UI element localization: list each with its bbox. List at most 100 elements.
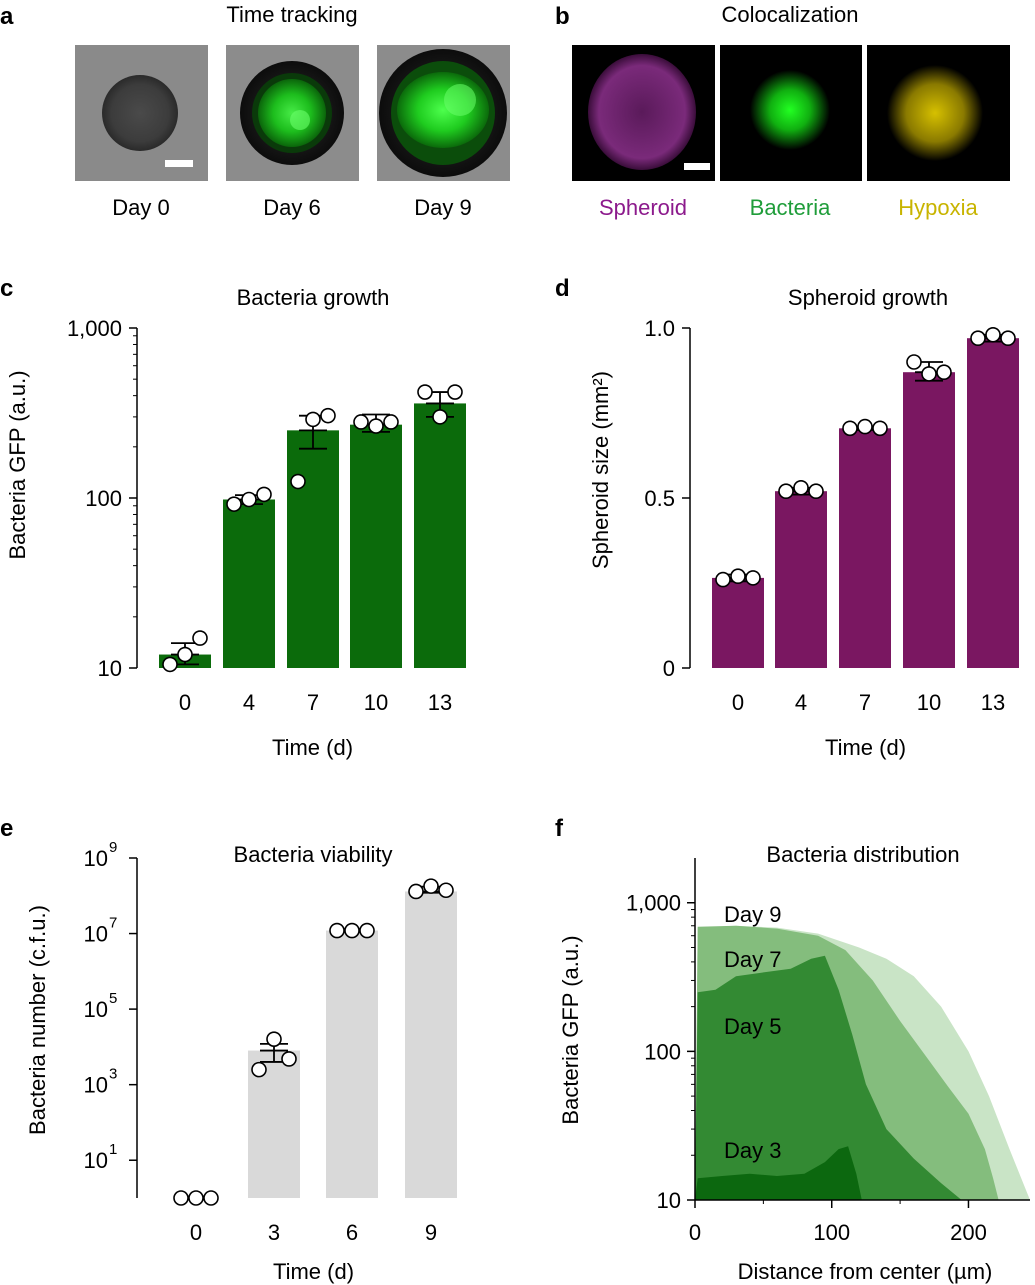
x-tick-label: 10 xyxy=(917,690,941,715)
data-point xyxy=(320,407,336,424)
data-point xyxy=(162,656,178,673)
y-axis-label: Bacteria GFP (a.u.) xyxy=(558,935,583,1124)
data-point xyxy=(173,1190,189,1206)
label-day-9: Day 9 xyxy=(414,195,471,220)
x-tick-label: 7 xyxy=(307,690,319,715)
x-tick-label: 7 xyxy=(859,690,871,715)
data-point xyxy=(936,364,952,381)
y-tick-label: 0 xyxy=(663,656,675,681)
data-point xyxy=(715,571,731,588)
series-label: Day 5 xyxy=(724,1014,781,1039)
panel-letter: f xyxy=(555,815,564,842)
data-point xyxy=(842,420,858,437)
bar xyxy=(405,891,457,1198)
x-tick-label: 3 xyxy=(268,1220,280,1245)
x-axis-label: Time (d) xyxy=(272,735,353,760)
data-point xyxy=(408,883,424,900)
data-point xyxy=(188,1190,204,1206)
data-point xyxy=(970,330,986,347)
data-point xyxy=(906,354,922,370)
data-point xyxy=(438,882,454,899)
label-day-6: Day 6 xyxy=(263,195,320,220)
y-tick-label-base: 10 xyxy=(84,846,108,871)
data-point xyxy=(226,496,242,512)
x-axis-label: Time (d) xyxy=(825,735,906,760)
y-tick-label-base: 10 xyxy=(84,1073,108,1098)
data-point xyxy=(730,568,746,585)
data-point xyxy=(329,922,345,939)
y-tick-label-base: 10 xyxy=(84,997,108,1022)
y-tick-label-exponent: 7 xyxy=(109,915,117,932)
panel-b: b Colocalization Spheroid Bacteria Hypox… xyxy=(555,2,1010,220)
y-tick-label: 100 xyxy=(644,1039,681,1064)
y-tick-label-exponent: 1 xyxy=(109,1141,117,1158)
x-axis-label: Distance from center (µm) xyxy=(738,1259,993,1284)
x-tick-label: 0 xyxy=(732,690,744,715)
panel-a-letter: a xyxy=(0,3,14,30)
y-tick-label-base: 10 xyxy=(84,1148,108,1173)
panel-letter: c xyxy=(0,275,13,302)
chart-title: Bacteria distribution xyxy=(766,842,959,867)
image-bacteria xyxy=(720,45,862,181)
image-day-0 xyxy=(75,45,208,181)
x-axis-label: Time (d) xyxy=(273,1259,354,1284)
bar xyxy=(414,403,466,668)
bar xyxy=(350,424,402,668)
panel-a: a Time tracking Day 0 Day 6 Day 9 xyxy=(0,2,510,220)
chart-bacteria-growth: c Bacteria growth 10 100 1,000 0 4 7 10 13 Time (d… xyxy=(0,275,466,760)
bar xyxy=(775,491,827,668)
label-day-0: Day 0 xyxy=(112,195,169,220)
label-hypoxia: Hypoxia xyxy=(898,195,978,220)
panel-letter: d xyxy=(555,275,570,302)
data-point xyxy=(241,491,257,508)
y-tick-label-exponent: 3 xyxy=(109,1066,117,1083)
y-axis-label: Bacteria number (c.f.u.) xyxy=(25,905,50,1135)
data-point xyxy=(290,473,306,490)
data-point xyxy=(353,414,369,430)
bar xyxy=(326,930,378,1198)
data-point xyxy=(192,630,208,646)
data-point xyxy=(383,414,399,430)
x-tick-label: 0 xyxy=(179,690,191,715)
data-point xyxy=(857,418,873,435)
panel-a-title: Time tracking xyxy=(226,2,357,27)
data-point xyxy=(359,922,375,939)
y-tick-label: 1,000 xyxy=(626,891,681,916)
data-point xyxy=(793,479,809,496)
bar xyxy=(839,428,891,668)
bar xyxy=(223,499,275,668)
bar xyxy=(903,372,955,668)
x-tick-label: 200 xyxy=(950,1220,987,1245)
image-day-9 xyxy=(377,45,510,181)
area-series xyxy=(695,955,962,1200)
x-tick-label: 4 xyxy=(795,690,807,715)
y-tick-label-base: 10 xyxy=(84,922,108,947)
data-point xyxy=(417,384,433,400)
x-tick-label: 4 xyxy=(243,690,255,715)
y-axis-label: Spheroid size (mm²) xyxy=(588,371,613,569)
y-tick-label: 0.5 xyxy=(644,486,675,511)
bar xyxy=(287,430,339,668)
x-tick-label: 0 xyxy=(689,1220,701,1245)
bar xyxy=(967,338,1019,668)
data-point xyxy=(423,878,439,894)
image-spheroid xyxy=(572,45,715,181)
data-point xyxy=(745,570,761,586)
panel-b-letter: b xyxy=(555,3,570,30)
data-point xyxy=(808,483,824,500)
y-tick-label: 1,000 xyxy=(67,316,122,341)
panel-letter: e xyxy=(0,815,13,842)
data-point xyxy=(368,418,384,434)
data-point xyxy=(256,486,272,503)
x-tick-label: 100 xyxy=(813,1220,850,1245)
y-tick-label: 100 xyxy=(85,486,122,511)
area-series xyxy=(695,1146,862,1200)
label-spheroid: Spheroid xyxy=(599,195,687,220)
y-tick-label-exponent: 5 xyxy=(109,990,117,1007)
image-day-6 xyxy=(226,45,359,181)
data-point xyxy=(266,1031,282,1047)
chart-title: Bacteria growth xyxy=(237,285,390,310)
chart-spheroid-growth: d Spheroid growth 0 0.5 1.0 0 4 7 10 13 Time (d) Sp… xyxy=(555,275,1019,760)
data-point xyxy=(305,411,321,428)
